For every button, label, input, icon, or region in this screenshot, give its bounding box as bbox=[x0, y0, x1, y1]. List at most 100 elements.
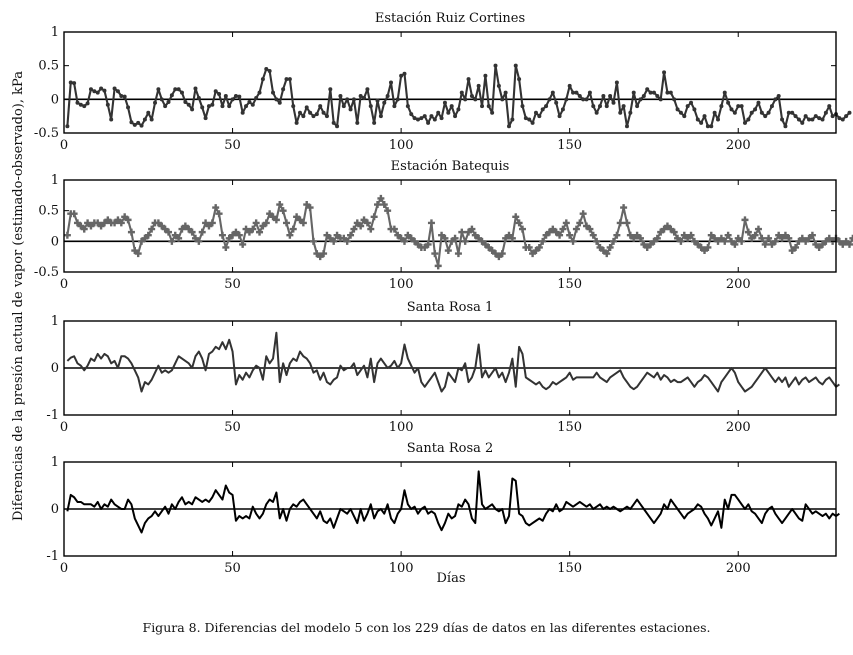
data-point bbox=[78, 102, 83, 107]
data-point bbox=[348, 107, 353, 112]
data-point bbox=[431, 250, 439, 258]
data-point bbox=[677, 237, 685, 245]
data-point bbox=[790, 110, 795, 115]
data-point bbox=[641, 93, 646, 98]
data-point bbox=[685, 104, 690, 109]
data-point bbox=[576, 219, 584, 227]
y-tick-label: -0.5 bbox=[34, 126, 59, 141]
data-point bbox=[193, 86, 198, 91]
data-point bbox=[134, 250, 142, 258]
data-point bbox=[368, 104, 373, 109]
data-point bbox=[308, 110, 313, 115]
data-point bbox=[206, 104, 211, 109]
data-point bbox=[572, 225, 580, 233]
data-point bbox=[289, 225, 297, 233]
y-axis-label: Diferencias de la presión actual de vapo… bbox=[11, 71, 26, 521]
data-point bbox=[616, 219, 624, 227]
data-point bbox=[230, 97, 235, 102]
data-point bbox=[567, 83, 572, 88]
data-point bbox=[604, 104, 609, 109]
data-point bbox=[233, 93, 238, 98]
data-point bbox=[753, 107, 758, 112]
data-point bbox=[645, 87, 650, 92]
data-point bbox=[217, 91, 222, 96]
data-point bbox=[213, 89, 218, 94]
data-point bbox=[198, 228, 206, 236]
data-point bbox=[301, 114, 306, 119]
data-point bbox=[166, 100, 171, 105]
data-point bbox=[682, 114, 687, 119]
x-tick-label: 150 bbox=[557, 420, 582, 435]
data-point bbox=[63, 231, 71, 239]
data-point bbox=[372, 120, 377, 125]
x-tick-label: 0 bbox=[60, 138, 68, 153]
data-point bbox=[808, 231, 816, 239]
data-point bbox=[759, 110, 764, 115]
chart-panel: Santa Rosa 10 50 100 150 200-101 bbox=[46, 300, 840, 435]
data-point bbox=[436, 110, 441, 115]
data-point bbox=[95, 90, 100, 95]
data-point bbox=[422, 114, 427, 119]
data-point bbox=[378, 114, 383, 119]
x-tick-label: 100 bbox=[389, 138, 414, 153]
data-point bbox=[758, 234, 766, 242]
data-point bbox=[257, 90, 262, 95]
data-point bbox=[550, 90, 555, 95]
data-point bbox=[559, 225, 567, 233]
x-tick-label: 0 bbox=[60, 420, 68, 435]
data-point bbox=[282, 219, 290, 227]
data-point bbox=[692, 107, 697, 112]
data-point bbox=[712, 110, 717, 115]
data-point bbox=[473, 97, 478, 102]
data-point bbox=[672, 97, 677, 102]
data-point bbox=[515, 219, 523, 227]
y-tick-label: -1 bbox=[46, 549, 59, 564]
data-point bbox=[304, 105, 309, 110]
data-point bbox=[665, 90, 670, 95]
data-point bbox=[506, 124, 511, 129]
data-point bbox=[324, 114, 329, 119]
data-point bbox=[331, 120, 336, 125]
data-point bbox=[744, 228, 752, 236]
y-tick-label: 1 bbox=[51, 25, 59, 40]
data-point bbox=[705, 124, 710, 129]
data-point bbox=[556, 231, 564, 239]
data-point bbox=[564, 97, 569, 102]
data-point bbox=[670, 228, 678, 236]
data-point bbox=[741, 216, 749, 224]
data-point bbox=[847, 110, 852, 115]
data-point bbox=[82, 104, 87, 109]
data-point bbox=[803, 114, 808, 119]
x-tick-label: 150 bbox=[557, 138, 582, 153]
data-point bbox=[844, 114, 849, 119]
data-point bbox=[240, 110, 245, 115]
data-point bbox=[593, 237, 601, 245]
data-point bbox=[297, 110, 302, 115]
data-point bbox=[142, 117, 147, 122]
y-tick-label: 0.5 bbox=[38, 59, 59, 74]
data-point bbox=[721, 237, 729, 245]
data-point bbox=[212, 204, 220, 212]
data-point bbox=[766, 110, 771, 115]
data-point bbox=[668, 90, 673, 95]
data-point bbox=[426, 120, 431, 125]
data-point bbox=[810, 117, 815, 122]
x-tick-label: 50 bbox=[224, 420, 241, 435]
data-point bbox=[122, 94, 127, 99]
data-point bbox=[658, 97, 663, 102]
data-point bbox=[493, 63, 498, 68]
data-point bbox=[557, 114, 562, 119]
data-point bbox=[466, 77, 471, 82]
data-point bbox=[247, 100, 252, 105]
x-tick-label: 0 bbox=[60, 561, 68, 576]
data-point bbox=[827, 104, 832, 109]
data-point bbox=[215, 210, 223, 218]
data-point bbox=[237, 94, 242, 99]
data-point bbox=[235, 231, 243, 239]
data-point bbox=[220, 104, 225, 109]
x-tick-label: 200 bbox=[726, 420, 751, 435]
data-point bbox=[530, 120, 535, 125]
data-point bbox=[716, 117, 721, 122]
data-point bbox=[355, 120, 360, 125]
